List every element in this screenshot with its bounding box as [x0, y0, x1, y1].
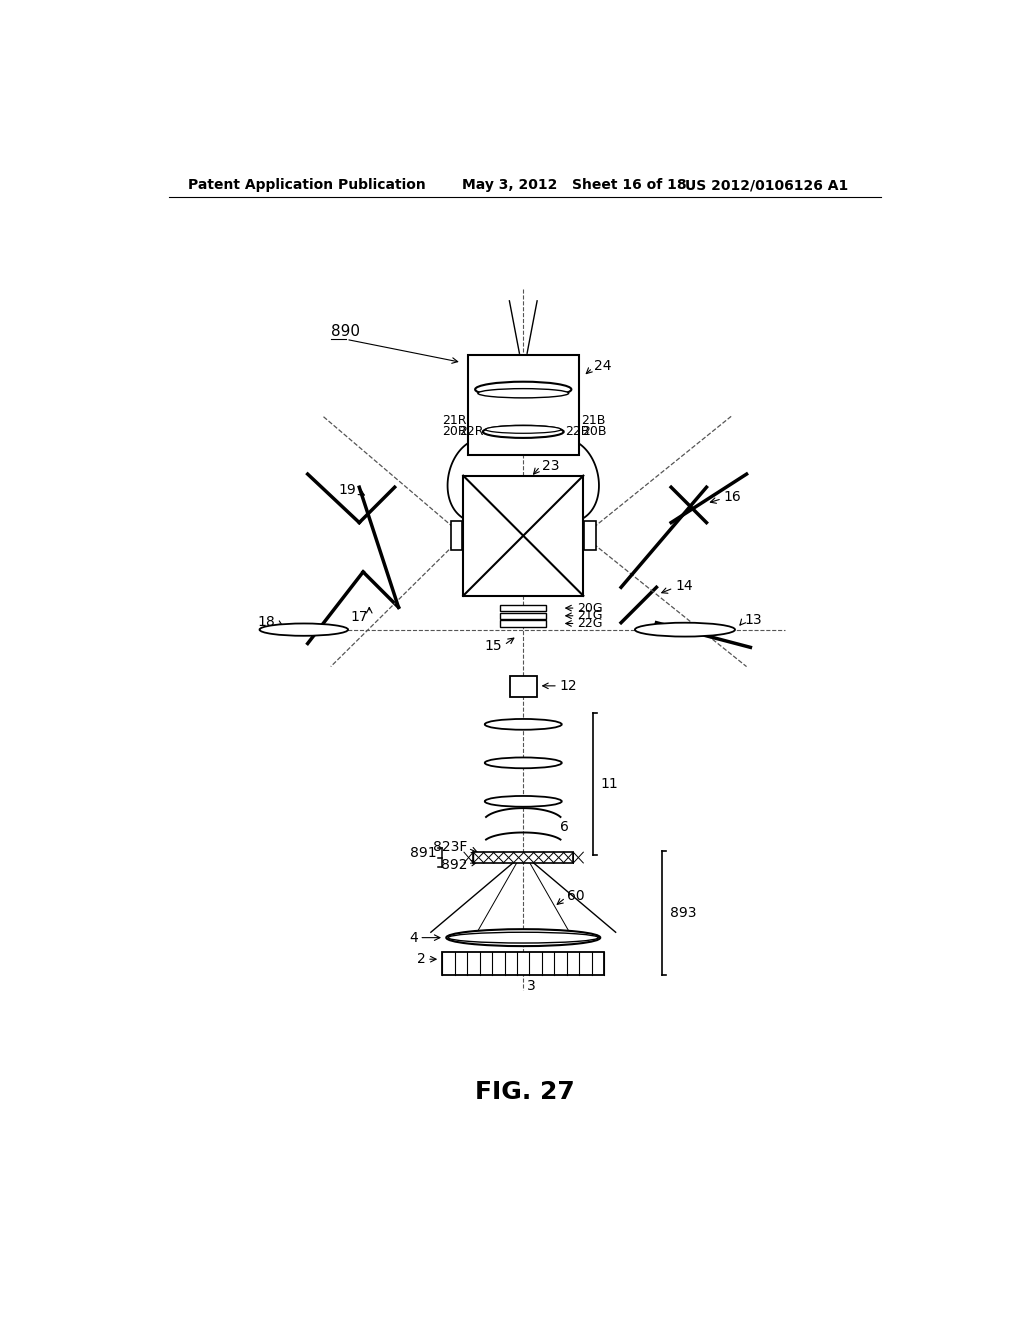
Ellipse shape	[475, 381, 571, 397]
Text: 21G: 21G	[578, 610, 603, 622]
Text: 17: 17	[350, 610, 368, 623]
Text: 6: 6	[560, 820, 569, 834]
Text: 4: 4	[409, 931, 418, 945]
Text: 20G: 20G	[578, 602, 603, 615]
Text: 60: 60	[567, 890, 585, 903]
Text: 20B: 20B	[583, 425, 607, 438]
Text: 893: 893	[670, 906, 696, 920]
Text: 20R: 20R	[442, 425, 467, 438]
Text: Patent Application Publication: Patent Application Publication	[188, 178, 426, 193]
Text: 13: 13	[744, 614, 762, 627]
Ellipse shape	[635, 623, 735, 636]
Text: 891: 891	[410, 846, 436, 859]
Bar	[584, 521, 596, 550]
Text: May 3, 2012   Sheet 16 of 18: May 3, 2012 Sheet 16 of 18	[462, 178, 686, 193]
Text: 18: 18	[258, 615, 275, 628]
Text: 22R: 22R	[459, 425, 483, 438]
Ellipse shape	[485, 425, 561, 433]
Text: 823F: 823F	[433, 840, 467, 854]
Text: 22B: 22B	[565, 425, 590, 438]
Text: 15: 15	[484, 639, 502, 653]
Ellipse shape	[484, 796, 562, 807]
Ellipse shape	[478, 388, 568, 397]
Text: FIG. 27: FIG. 27	[475, 1080, 574, 1104]
Text: 14: 14	[675, 578, 692, 593]
Text: 890: 890	[331, 325, 359, 339]
Text: 12: 12	[559, 678, 578, 693]
Bar	[473, 853, 573, 863]
Ellipse shape	[484, 719, 562, 730]
Text: 21B: 21B	[581, 413, 605, 426]
Ellipse shape	[259, 623, 348, 636]
Text: 11: 11	[600, 777, 618, 791]
Ellipse shape	[483, 425, 563, 438]
Ellipse shape	[449, 932, 598, 942]
Bar	[500, 620, 547, 627]
Text: 19: 19	[338, 483, 356, 496]
Bar	[500, 612, 547, 619]
Text: US 2012/0106126 A1: US 2012/0106126 A1	[685, 178, 848, 193]
Bar	[451, 521, 463, 550]
Text: 21R: 21R	[442, 413, 467, 426]
Text: 892: 892	[440, 858, 467, 873]
Text: 24: 24	[594, 359, 611, 374]
Ellipse shape	[446, 929, 600, 946]
Bar	[463, 475, 584, 595]
Bar	[510, 676, 538, 697]
Text: 3: 3	[527, 979, 536, 993]
Bar	[468, 355, 580, 455]
Bar	[500, 605, 547, 611]
Bar	[442, 952, 604, 974]
Text: 16: 16	[724, 490, 741, 504]
Ellipse shape	[484, 758, 562, 768]
Text: 23: 23	[542, 458, 559, 473]
Text: 22G: 22G	[578, 616, 603, 630]
Text: 2: 2	[417, 952, 425, 966]
